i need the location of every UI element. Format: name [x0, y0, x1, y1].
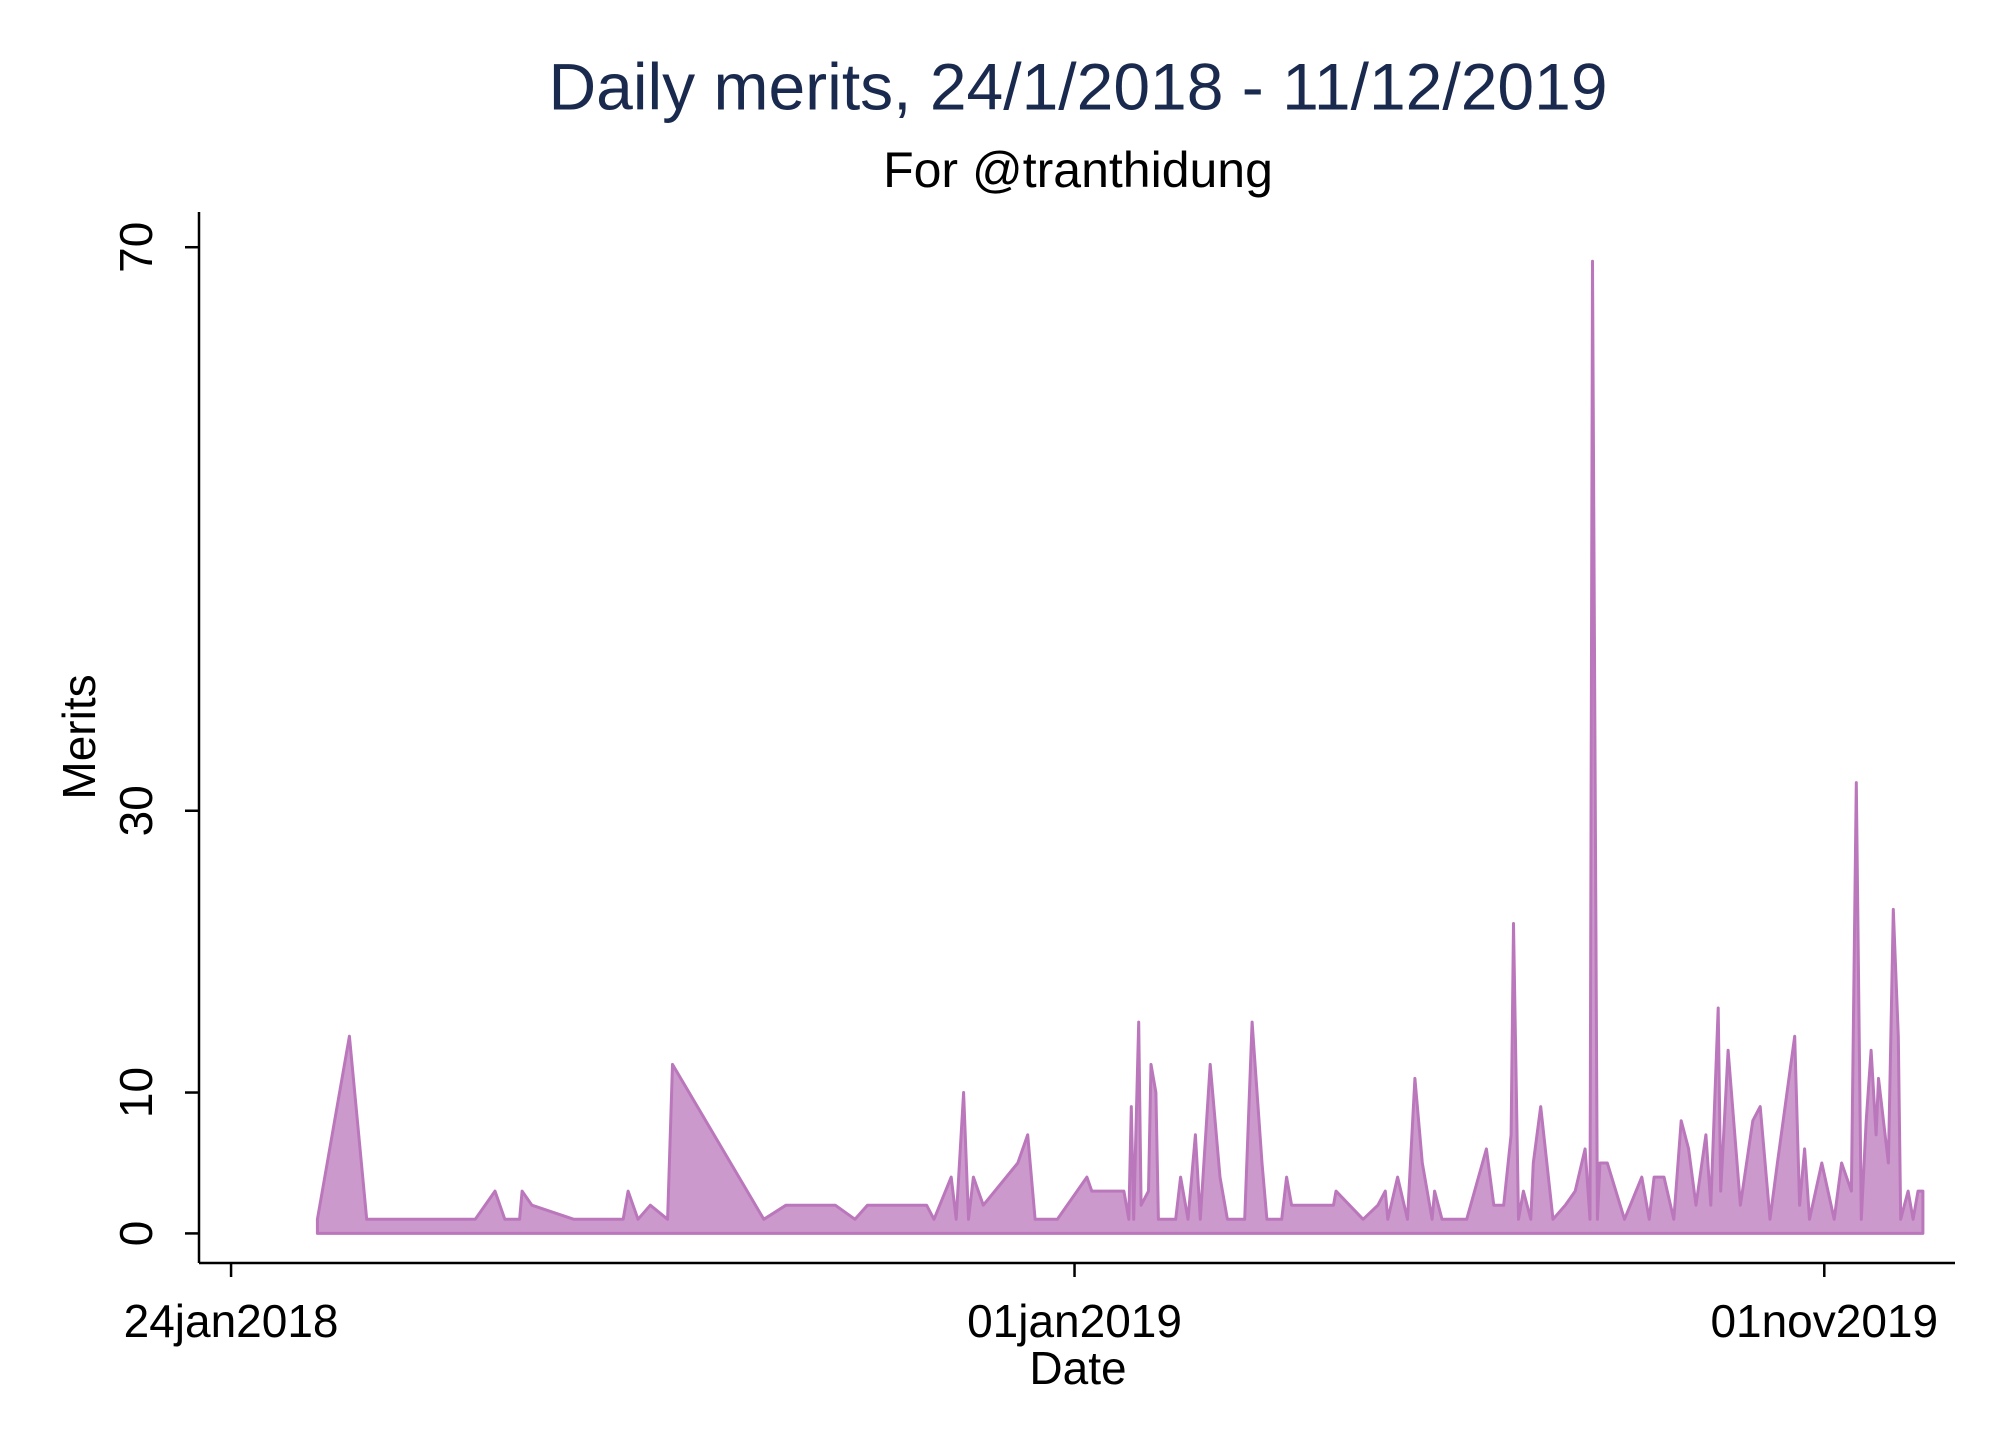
- chart-title: Daily merits, 24/1/2018 - 11/12/2019: [548, 49, 1607, 123]
- y-axis-label: Merits: [53, 674, 105, 799]
- y-tick-label: 30: [110, 785, 162, 836]
- y-tick-label: 10: [110, 1067, 162, 1118]
- x-tick-label: 01nov2019: [1710, 1295, 1938, 1347]
- area: [315, 259, 1925, 1235]
- x-tick-label: 24jan2018: [124, 1295, 339, 1347]
- x-tick-label: 01jan2019: [967, 1295, 1182, 1347]
- y-tick-label: 70: [110, 222, 162, 273]
- y-tick-label: 0: [110, 1221, 162, 1247]
- x-axis-label: Date: [1029, 1342, 1126, 1394]
- chart-subtitle: For @tranthidung: [883, 142, 1273, 198]
